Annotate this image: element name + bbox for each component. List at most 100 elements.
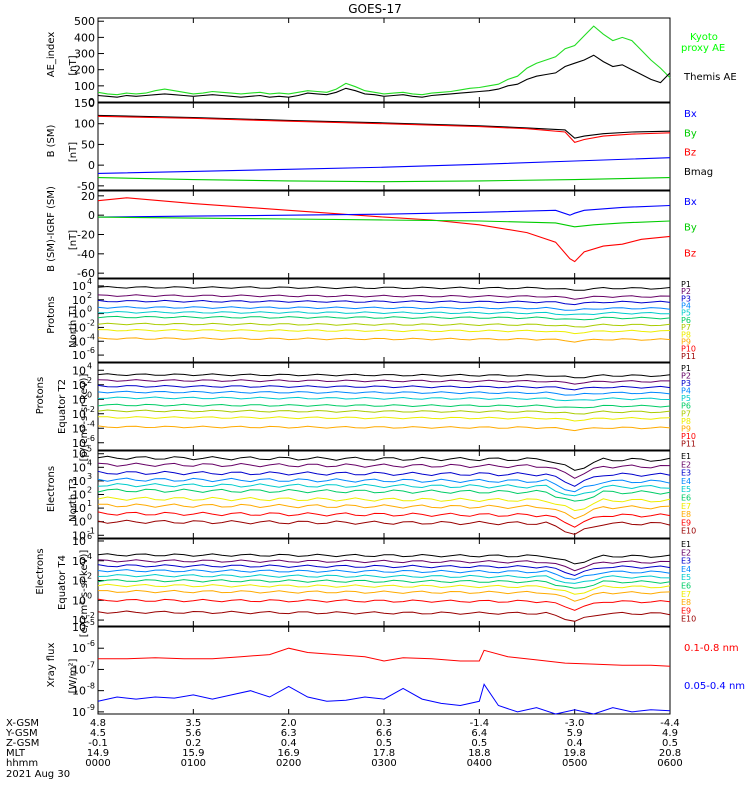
ephemeris-value: 0.5 <box>471 738 487 749</box>
series-line-ae-0 <box>97 25 671 96</box>
y-axis-label: [p/(cm²-s-sr-keV)] <box>79 374 90 462</box>
y-tick-exponent: 0 <box>87 305 92 314</box>
series-line-bigrf-2 <box>97 216 671 228</box>
ephemeris-value: 0100 <box>181 758 206 769</box>
ephemeris-row-label: Z-GSM <box>6 738 39 749</box>
ephemeris-row-label: X-GSM <box>6 718 39 729</box>
legend-entry: P2 <box>681 372 691 381</box>
y-axis-label: Protons <box>46 296 57 333</box>
y-tick-label: 10 <box>72 594 86 607</box>
ephemeris-value: 6.3 <box>281 728 297 739</box>
panel-frame-xray <box>97 626 671 715</box>
flux-channel-line-pnorth <box>97 337 671 343</box>
ephemeris-value: 0400 <box>467 758 492 769</box>
y-tick-label: 0 <box>88 96 95 109</box>
ephemeris-value: -3.0 <box>565 718 585 729</box>
flux-channel-line-pnorth <box>97 294 671 300</box>
ephemeris-value: 0.4 <box>567 738 583 749</box>
y-tick-label: 10 <box>72 685 86 698</box>
flux-channel-line-pnorth <box>97 322 671 328</box>
y-tick-label: -50 <box>77 180 95 193</box>
ephemeris-value: 5.6 <box>185 728 201 739</box>
legend-entry: E4 <box>681 565 691 574</box>
y-tick-label: 10 <box>72 555 86 568</box>
legend-entry: P3 <box>681 379 691 388</box>
legend-entry: P9 <box>681 337 691 346</box>
flux-channel-line-enorth <box>97 496 671 512</box>
ephemeris-value: 0500 <box>562 758 587 769</box>
y-tick-exponent: 0 <box>87 390 92 399</box>
y-tick-exponent: 0 <box>87 591 92 600</box>
series-line-bsm-1 <box>97 115 671 144</box>
ephemeris-value: 4.9 <box>662 728 678 739</box>
legend-entry: Bx <box>684 109 697 120</box>
y-tick-exponent: -6 <box>87 639 95 648</box>
y-tick-label: 10 <box>72 575 86 588</box>
y-tick-exponent: 2 <box>87 486 92 495</box>
y-tick-label: -40 <box>77 248 95 261</box>
y-tick-label: 10 <box>72 280 86 293</box>
legend-entry: E4 <box>681 477 691 486</box>
series-line-bsm-2 <box>97 157 671 174</box>
flux-channel-line-pnorth <box>97 306 671 311</box>
y-tick-label: 10 <box>72 437 86 450</box>
y-tick-label: 10 <box>72 422 86 435</box>
ephemeris-value: -0.1 <box>88 738 108 749</box>
ephemeris-value: 4.5 <box>90 728 106 739</box>
flux-channel-line-pequator <box>97 403 671 409</box>
y-tick-label: 500 <box>74 15 95 28</box>
flux-channel-line-eequator <box>97 553 671 565</box>
legend-entry: 0.05-0.4 nm <box>684 681 745 692</box>
y-tick-exponent: -7 <box>87 660 95 669</box>
legend-entry: P1 <box>681 364 691 373</box>
ephemeris-value: 17.8 <box>373 748 395 759</box>
flux-channel-line-enorth <box>97 483 671 497</box>
panel-frame-bsm <box>97 102 671 191</box>
ephemeris-row-label: Y-GSM <box>5 728 38 739</box>
y-tick-label: 0 <box>88 209 95 222</box>
y-tick-label: 100 <box>74 118 95 131</box>
flux-channel-line-pnorth <box>97 310 671 316</box>
y-tick-label: 10 <box>72 461 86 474</box>
flux-channel-line-pequator <box>98 416 671 422</box>
ephemeris-value: 4.8 <box>90 718 106 729</box>
y-axis-label: [nT] <box>68 55 79 75</box>
legend-entry: E6 <box>681 582 691 591</box>
y-tick-exponent: -1 <box>87 526 95 535</box>
y-tick-exponent: 4 <box>87 361 92 370</box>
flux-channel-line-pnorth <box>97 299 671 306</box>
y-axis-label: B (SM) <box>46 124 57 157</box>
y-tick-label: 10 <box>72 475 86 488</box>
ephemeris-value: 0.3 <box>376 718 392 729</box>
legend-entry: Kyoto <box>690 32 718 43</box>
flux-channel-line-pnorth <box>97 328 671 335</box>
legend-entry: P9 <box>681 424 691 433</box>
legend-entry: 0.1-0.8 nm <box>684 643 739 654</box>
y-tick-exponent: 3 <box>87 472 92 481</box>
y-tick-label: 20 <box>81 190 95 203</box>
plot-title: GOES-17 <box>348 2 402 16</box>
ephemeris-row-label: hhmm <box>6 758 38 769</box>
y-tick-label: 10 <box>72 621 86 634</box>
y-tick-label: 200 <box>74 64 95 77</box>
flux-channel-line-pequator <box>97 396 671 402</box>
y-tick-label: -60 <box>77 267 95 280</box>
flux-channel-line-enorth <box>98 503 671 520</box>
panel-frame-pnorth <box>97 278 671 363</box>
y-axis-label: Equator T2 <box>57 379 68 434</box>
y-axis-label: Xray flux <box>46 643 57 688</box>
flux-channel-line-eequator <box>97 598 671 611</box>
flux-channel-line-pequator <box>97 373 671 379</box>
series-line-ae-1 <box>97 54 671 98</box>
y-tick-label: 10 <box>72 349 86 362</box>
y-axis-label: North T1 <box>68 304 79 348</box>
legend-entry: P1 <box>681 280 691 289</box>
y-tick-exponent: 0 <box>87 513 92 522</box>
y-tick-exponent: -4 <box>87 419 95 428</box>
y-tick-exponent: -4 <box>87 332 95 341</box>
ephemeris-value: 19.8 <box>564 748 586 759</box>
flux-channel-line-eequator <box>97 564 671 577</box>
ephemeris-value: 5.9 <box>567 728 583 739</box>
